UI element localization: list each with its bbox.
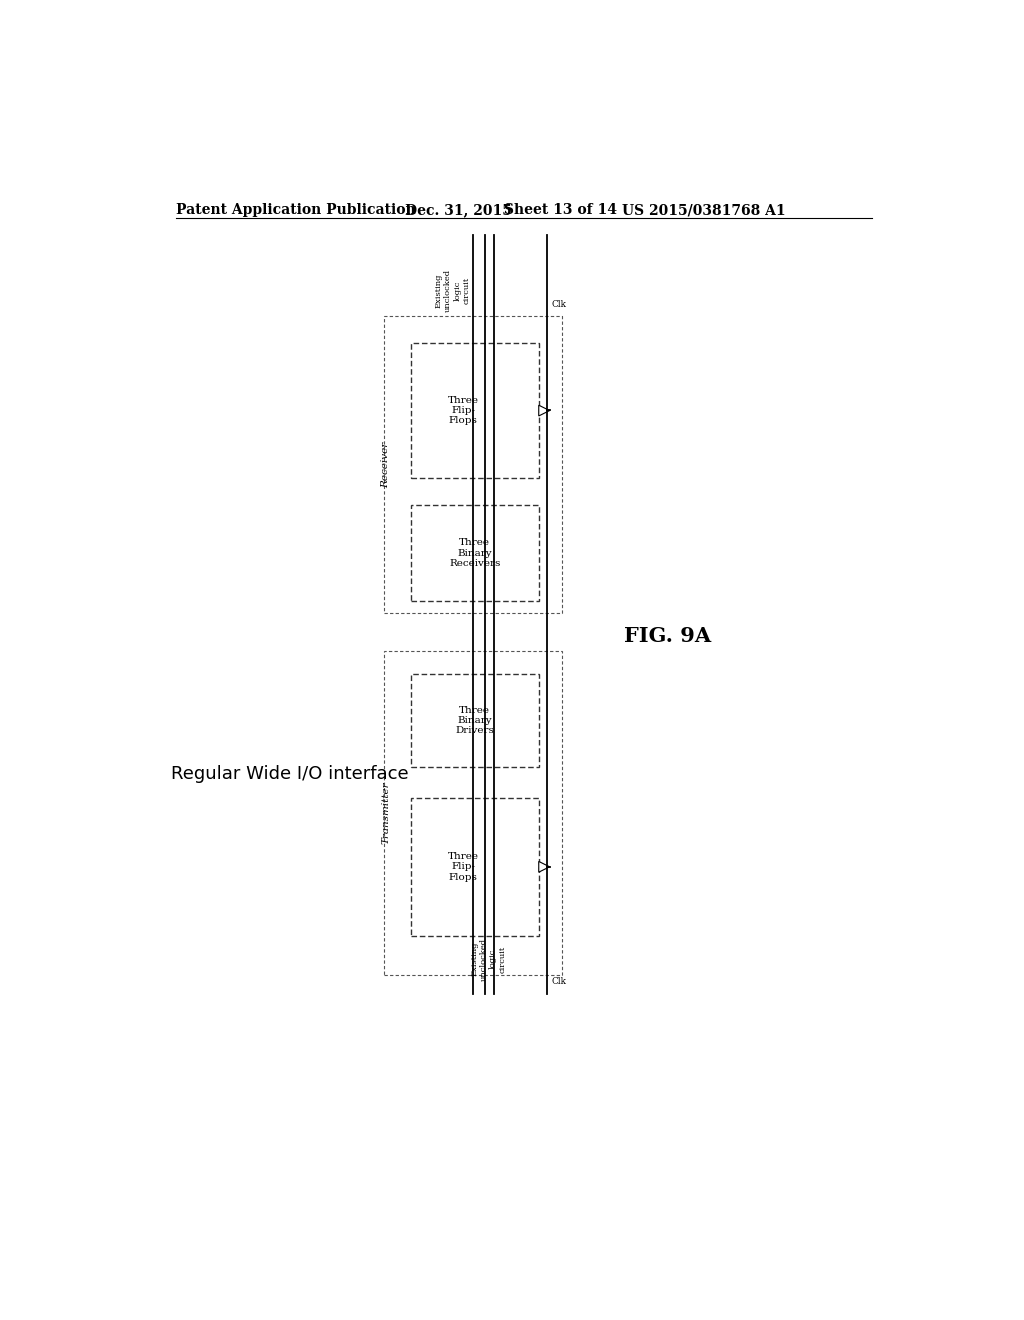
Bar (411, 675, 539, 767)
Text: Transmitter: Transmitter (382, 781, 390, 845)
Polygon shape (539, 405, 550, 416)
Text: Clk: Clk (551, 977, 566, 986)
Text: Three
Flip-
Flops: Three Flip- Flops (447, 396, 478, 425)
Text: Receiver: Receiver (382, 441, 390, 487)
Text: Patent Application Publication: Patent Application Publication (176, 203, 416, 216)
Bar (411, 343, 539, 478)
Text: Clk: Clk (551, 301, 566, 309)
Text: FIG. 9A: FIG. 9A (624, 626, 711, 645)
Polygon shape (539, 862, 550, 873)
Text: Three
Binary
Drivers: Three Binary Drivers (456, 706, 495, 735)
Text: Dec. 31, 2015: Dec. 31, 2015 (406, 203, 512, 216)
Bar (384, 651, 562, 974)
Text: Regular Wide I/O interface: Regular Wide I/O interface (171, 766, 409, 783)
Text: Three
Flip-
Flops: Three Flip- Flops (447, 851, 478, 882)
Bar (411, 797, 539, 936)
Text: Existing
unclocked
logic
circuit: Existing unclocked logic circuit (435, 269, 471, 313)
Text: Existing
unclocked
logic
circuit: Existing unclocked logic circuit (471, 937, 506, 981)
Text: Sheet 13 of 14: Sheet 13 of 14 (504, 203, 616, 216)
Bar (384, 317, 562, 612)
Text: Three
Binary
Receivers: Three Binary Receivers (450, 539, 501, 568)
Text: US 2015/0381768 A1: US 2015/0381768 A1 (623, 203, 786, 216)
Bar (411, 506, 539, 601)
